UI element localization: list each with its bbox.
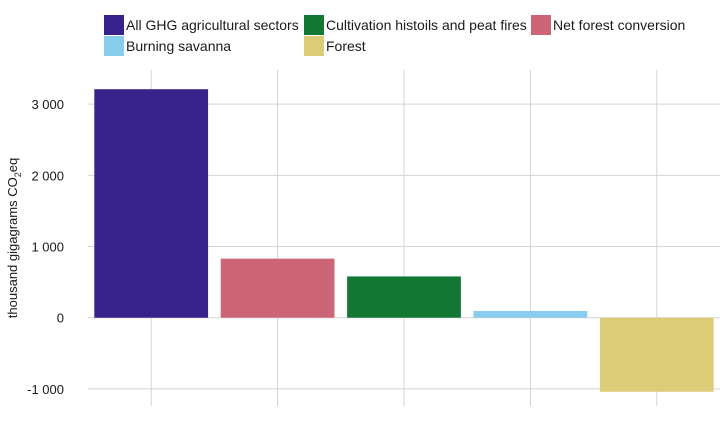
y-tick-label: 0 — [57, 311, 64, 326]
legend-swatch-burning-savanna — [104, 36, 124, 56]
legend-item-cultivation: Cultivation histoils and peat fires — [304, 15, 527, 35]
legend-item-forest: Forest — [304, 36, 366, 56]
legend-label-all-ghg: All GHG agricultural sectors — [126, 17, 299, 33]
y-tick-labels: -1 000 0 1 000 2 000 3 000 — [27, 97, 64, 397]
bar — [94, 89, 209, 318]
bar — [347, 276, 461, 318]
bar — [473, 310, 588, 318]
y-axis-label: thousand gigagrams CO2eq — [5, 157, 23, 319]
legend: All GHG agricultural sectors Cultivation… — [104, 15, 714, 57]
legend-label-net-forest: Net forest conversion — [553, 17, 686, 33]
legend-label-forest: Forest — [326, 38, 366, 54]
legend-item-net-forest: Net forest conversion — [531, 15, 685, 35]
legend-swatch-cultivation — [304, 15, 324, 35]
legend-label-burning-savanna: Burning savanna — [126, 38, 232, 54]
y-tick-label: 2 000 — [31, 168, 64, 183]
bar — [599, 317, 714, 392]
y-tick-label: 3 000 — [31, 97, 64, 112]
legend-swatch-all-ghg — [104, 15, 124, 35]
bars — [94, 89, 714, 392]
y-tick-label: 1 000 — [31, 240, 64, 255]
legend-swatch-forest — [304, 36, 324, 56]
bar — [220, 258, 335, 318]
legend-label-cultivation: Cultivation histoils and peat fires — [326, 17, 527, 33]
legend-swatch-net-forest — [531, 15, 551, 35]
legend-item-burning-savanna: Burning savanna — [104, 36, 231, 56]
y-tick-label: -1 000 — [27, 382, 64, 397]
legend-item-all-ghg: All GHG agricultural sectors — [104, 15, 299, 35]
